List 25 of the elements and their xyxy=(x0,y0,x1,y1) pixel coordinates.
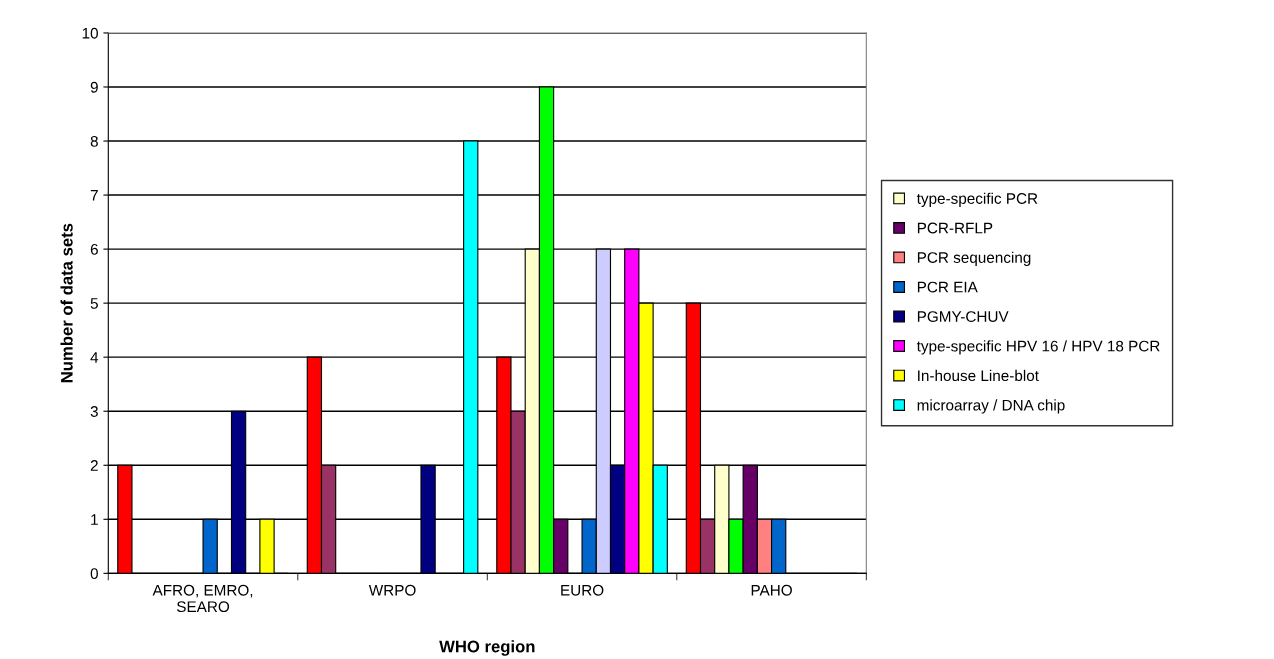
y-tick-label: 3 xyxy=(90,406,98,417)
x-axis-title: WHO region xyxy=(439,640,535,656)
legend-label: PGMY-CHUV xyxy=(917,311,1009,322)
legend-label: PCR-RFLP xyxy=(917,222,993,234)
legend-label: PCR EIA xyxy=(917,281,978,293)
x-tick-label: EURO xyxy=(561,584,604,596)
legend-label: type-specific HPV 16 / HPV 18 PCR xyxy=(916,340,1160,355)
y-tick-label: 5 xyxy=(90,298,98,309)
y-tick-label: 1 xyxy=(91,514,98,525)
y-tick-label: 2 xyxy=(90,460,98,471)
legend-label: In-house Line-blot xyxy=(918,369,1039,382)
x-tick-label: WRPO xyxy=(368,584,416,596)
y-tick-label: 0 xyxy=(90,568,98,580)
y-tick-label: 10 xyxy=(82,27,98,39)
y-tick-label: 4 xyxy=(90,352,99,363)
x-tick-label: PAHO xyxy=(751,584,792,596)
y-axis-title: Number of data sets xyxy=(60,223,73,383)
legend-label: type-specific PCR xyxy=(916,192,1038,207)
y-tick-label: 8 xyxy=(90,135,98,147)
y-tick-label: 6 xyxy=(90,243,98,255)
legend-label: PCR sequencing xyxy=(917,251,1031,266)
legend-label: microarray / DNA chip xyxy=(917,399,1065,414)
y-tick-label: 7 xyxy=(90,190,98,201)
x-tick-label: AFRO, EMRO, SEARO xyxy=(152,584,253,613)
y-tick-label: 9 xyxy=(90,81,98,93)
